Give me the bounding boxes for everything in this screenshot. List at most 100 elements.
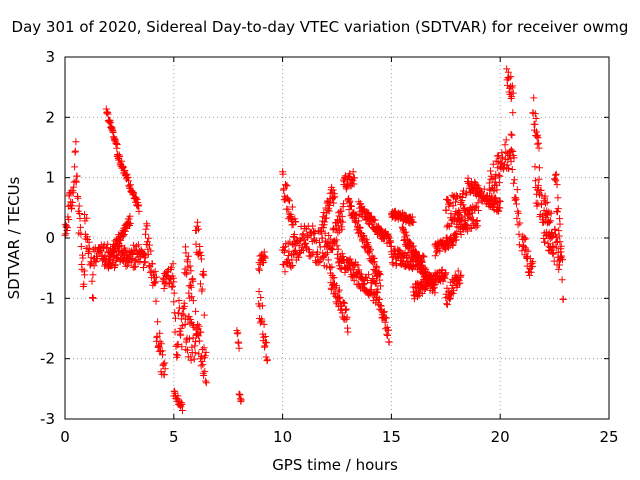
data-point	[260, 259, 267, 266]
data-point	[160, 285, 168, 292]
data-point	[336, 208, 344, 216]
data-point	[444, 221, 452, 229]
data-point	[385, 338, 393, 346]
data-point	[542, 199, 549, 207]
data-point	[510, 154, 518, 162]
data-point	[146, 241, 153, 249]
data-point	[126, 219, 134, 227]
data-point	[328, 263, 336, 271]
data-point	[189, 277, 197, 285]
data-point	[263, 356, 271, 364]
data-point	[503, 65, 511, 73]
data-point	[522, 235, 530, 243]
data-point	[89, 294, 97, 302]
data-point	[179, 407, 186, 414]
axis-ticks	[64, 56, 610, 420]
data-point	[419, 252, 427, 260]
data-point	[187, 267, 195, 275]
data-point	[496, 198, 504, 205]
data-point	[443, 301, 451, 309]
y-tick-label: -2	[40, 350, 55, 368]
data-point	[467, 205, 475, 213]
data-point	[77, 243, 85, 250]
data-point	[196, 248, 204, 256]
data-point	[126, 212, 134, 220]
data-point	[541, 238, 549, 246]
data-point	[167, 264, 175, 272]
data-point	[533, 133, 541, 141]
data-point	[159, 351, 167, 359]
data-point	[295, 253, 303, 261]
data-point	[72, 178, 80, 186]
data-point	[288, 214, 296, 222]
data-point	[535, 144, 543, 152]
data-point	[284, 205, 292, 213]
data-point	[182, 243, 189, 251]
data-point	[350, 180, 358, 188]
data-point	[295, 242, 303, 250]
data-point	[556, 261, 563, 269]
data-point	[431, 252, 439, 260]
data-point	[356, 200, 364, 208]
data-point	[552, 170, 560, 178]
data-point	[348, 202, 355, 210]
data-point	[335, 286, 343, 294]
data-point	[454, 267, 462, 275]
data-point	[372, 280, 380, 288]
data-point	[76, 223, 84, 231]
data-point	[558, 276, 566, 284]
data-point	[283, 182, 291, 190]
data-point	[180, 311, 188, 319]
data-point	[198, 358, 206, 365]
data-point	[160, 275, 168, 283]
data-point	[287, 263, 295, 271]
data-point	[543, 198, 551, 206]
data-point	[496, 172, 504, 180]
data-point	[556, 238, 564, 246]
y-tick-label: -1	[40, 289, 55, 307]
data-point	[371, 216, 379, 224]
data-point	[201, 352, 209, 360]
data-point	[255, 265, 263, 273]
data-point	[501, 141, 509, 149]
data-point	[538, 201, 545, 209]
data-point	[350, 277, 358, 285]
data-point	[185, 289, 193, 297]
data-point	[197, 255, 205, 263]
x-tick-label: 25	[599, 428, 618, 446]
y-tick-label: 1	[45, 169, 55, 187]
data-point	[450, 287, 458, 295]
data-point	[340, 200, 347, 208]
data-point	[71, 147, 79, 155]
data-point	[368, 212, 375, 220]
data-point	[80, 280, 88, 288]
data-point	[373, 263, 381, 271]
data-point	[472, 223, 480, 231]
data-point	[457, 271, 465, 279]
data-point	[175, 309, 183, 317]
data-point	[187, 283, 195, 291]
data-point	[502, 136, 510, 144]
data-point	[156, 329, 164, 337]
data-point	[515, 241, 523, 249]
data-point	[178, 310, 186, 318]
data-point	[504, 68, 512, 76]
data-point	[113, 141, 121, 148]
data-point	[507, 73, 515, 81]
data-point	[535, 175, 543, 183]
data-point	[197, 328, 205, 336]
data-point	[529, 258, 537, 266]
data-point	[326, 202, 333, 209]
data-point	[134, 241, 142, 249]
data-point	[524, 247, 532, 255]
data-point	[462, 189, 470, 197]
data-point	[375, 270, 383, 277]
data-point	[282, 180, 289, 188]
data-point	[472, 203, 480, 211]
data-point	[234, 329, 242, 337]
data-point	[493, 186, 501, 194]
data-point	[371, 258, 378, 266]
data-point	[384, 326, 392, 334]
data-point	[487, 167, 494, 175]
data-point	[337, 207, 345, 215]
